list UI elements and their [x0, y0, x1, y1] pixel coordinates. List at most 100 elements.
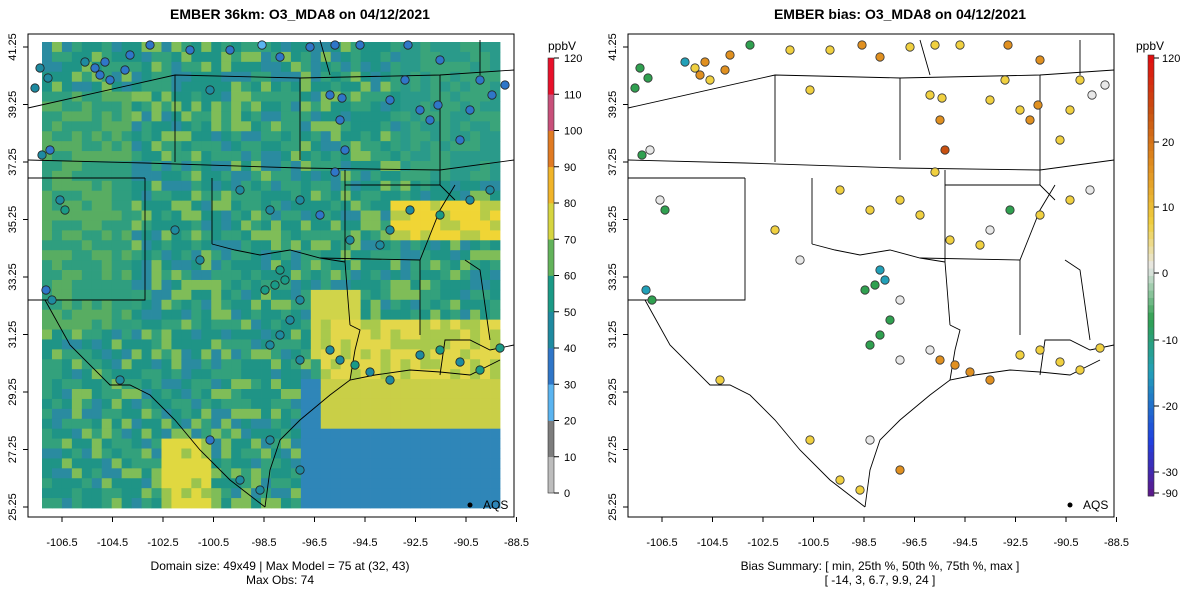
- field-cell: [101, 369, 113, 380]
- field-cell: [271, 488, 282, 499]
- field-cell: [151, 389, 162, 400]
- field-cell: [440, 369, 451, 380]
- field-cell: [380, 299, 391, 311]
- field-cell: [91, 359, 103, 370]
- field-cell: [51, 220, 63, 231]
- field-cell: [280, 260, 292, 271]
- field-cell: [191, 329, 202, 340]
- colorbar-segment: [1148, 297, 1154, 306]
- aqs-site-marker: [55, 195, 65, 205]
- field-cell: [360, 230, 371, 241]
- field-cell: [201, 151, 212, 162]
- field-cell: [61, 91, 73, 102]
- field-cell: [81, 408, 93, 420]
- field-cell: [42, 299, 53, 311]
- field-cell: [460, 349, 471, 360]
- field-cell: [320, 230, 332, 241]
- colorbar-unit: ppbV: [1136, 39, 1164, 53]
- field-cell: [251, 200, 262, 211]
- field-cell: [340, 42, 352, 53]
- field-cell: [271, 240, 282, 251]
- field-cell: [121, 359, 133, 370]
- field-cell: [91, 81, 103, 92]
- field-cell: [51, 111, 63, 122]
- field-cell: [280, 180, 292, 192]
- field-cell: [261, 260, 272, 271]
- field-cell: [141, 498, 152, 509]
- field-cell: [231, 61, 242, 73]
- field-cell: [271, 101, 282, 112]
- field-cell: [221, 250, 232, 261]
- field-cell: [330, 220, 342, 231]
- field-cell: [410, 319, 421, 330]
- field-cell: [320, 408, 332, 420]
- field-cell: [490, 379, 501, 390]
- field-cell: [410, 369, 421, 380]
- field-cell: [211, 389, 222, 400]
- field-cell: [61, 250, 73, 261]
- field-cell: [280, 151, 292, 162]
- field-cell: [410, 299, 421, 311]
- aqs-site-marker: [495, 343, 505, 353]
- field-cell: [231, 309, 242, 321]
- field-cell: [61, 369, 73, 380]
- field-cell: [420, 200, 431, 211]
- field-cell: [181, 369, 192, 380]
- field-cell: [271, 408, 282, 420]
- border-line: [919, 39, 931, 76]
- field-cell: [380, 359, 391, 370]
- field-cell: [420, 121, 431, 132]
- field-cell: [161, 478, 172, 489]
- field-cell: [201, 448, 212, 459]
- field-cell: [450, 71, 461, 83]
- field-cell: [271, 91, 282, 102]
- field-cell: [390, 240, 401, 251]
- field-cell: [71, 428, 83, 439]
- field-cell: [280, 329, 292, 340]
- field-cell: [221, 438, 232, 449]
- field-cell: [91, 458, 103, 469]
- field-cell: [221, 151, 232, 162]
- field-cell: [340, 408, 352, 420]
- field-cell: [61, 279, 73, 291]
- field-cell: [300, 51, 312, 63]
- field-cell: [51, 101, 63, 112]
- field-cell: [171, 111, 182, 122]
- field-cell: [171, 418, 182, 430]
- field-cell: [101, 279, 113, 291]
- field-cell: [340, 498, 352, 509]
- field-cell: [211, 418, 222, 430]
- field-cell: [410, 61, 421, 73]
- field-cell: [490, 289, 501, 301]
- field-cell: [51, 42, 63, 53]
- field-cell: [211, 250, 222, 261]
- field-cell: [221, 190, 232, 202]
- field-cell: [490, 121, 501, 132]
- y-tick-label: 41.25: [7, 33, 19, 61]
- field-cell: [340, 319, 352, 330]
- bias-map-title: EMBER bias: O3_MDA8 on 04/12/2021: [773, 6, 1027, 22]
- field-cell: [141, 488, 152, 499]
- field-cell: [440, 329, 451, 340]
- field-cell: [290, 339, 302, 350]
- field-cell: [231, 81, 242, 92]
- field-cell: [370, 160, 381, 172]
- colorbar-segment: [1148, 99, 1154, 107]
- field-cell: [271, 339, 282, 350]
- field-cell: [380, 339, 391, 350]
- field-cell: [480, 250, 491, 261]
- field-cell: [171, 121, 182, 132]
- field-cell: [211, 180, 222, 192]
- field-cell: [261, 51, 272, 63]
- field-cell: [221, 389, 232, 400]
- field-cell: [350, 448, 362, 459]
- field-cell: [261, 398, 272, 410]
- field-cell: [211, 121, 222, 132]
- field-cell: [211, 141, 222, 152]
- field-cell: [91, 121, 103, 132]
- field-cell: [330, 329, 342, 340]
- field-cell: [370, 309, 381, 321]
- aqs-site-marker: [335, 355, 345, 365]
- field-cell: [221, 478, 232, 489]
- field-cell: [121, 250, 133, 261]
